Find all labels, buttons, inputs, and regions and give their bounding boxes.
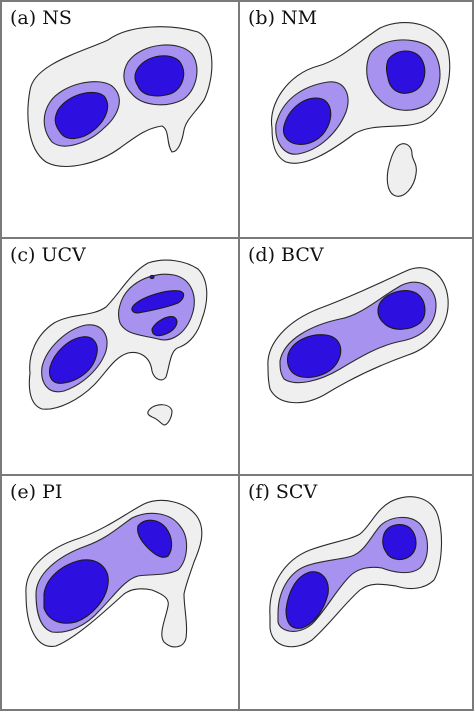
contour-plot-d <box>267 267 449 404</box>
contour-plot-c <box>28 259 208 426</box>
inner-contour-c-lower-right <box>151 316 178 337</box>
inner-contour-a-right <box>134 55 185 97</box>
panel-b-nm: (b) NM <box>240 2 474 235</box>
outer-contour-c-island <box>147 404 173 426</box>
inner-contour-f-left <box>285 571 329 629</box>
panel-c-ucv: (c) UCV <box>2 239 236 472</box>
contour-plot-f <box>269 496 442 648</box>
panel-label-a: (a) NS <box>10 7 72 29</box>
panel-label-e: (e) PI <box>10 481 63 503</box>
vertical-divider <box>238 2 240 709</box>
panel-a-ns: (a) NS <box>2 2 236 235</box>
inner-contour-f-right <box>382 524 417 561</box>
inner-contour-d-left <box>286 334 342 378</box>
panel-label-f: (f) SCV <box>248 481 318 503</box>
panel-label-b: (b) NM <box>248 7 318 29</box>
contour-plot-b <box>270 21 451 197</box>
horizontal-divider-bottom <box>2 474 472 476</box>
inner-contour-e-right <box>137 519 173 558</box>
horizontal-divider-top <box>2 237 472 239</box>
inner-contour-c-left <box>48 336 98 384</box>
contour-plot-a <box>27 26 213 167</box>
inner-contour-b-right <box>385 50 426 94</box>
contour-plot-e <box>25 499 203 648</box>
inner-contour-c-dot <box>149 274 155 280</box>
panel-label-c: (c) UCV <box>10 244 86 266</box>
inner-contour-a-left <box>54 92 109 140</box>
inner-contour-e-left <box>43 559 109 624</box>
panel-e-pi: (e) PI <box>2 476 236 709</box>
inner-contour-d-right <box>377 290 426 330</box>
panel-f-scv: (f) SCV <box>240 476 474 709</box>
panel-label-d: (d) BCV <box>248 244 324 266</box>
inner-contour-b-left <box>282 97 332 145</box>
inner-contour-c-upper-right <box>131 290 185 314</box>
outer-contour-b-island <box>386 143 417 197</box>
panel-d-bcv: (d) BCV <box>240 239 474 472</box>
